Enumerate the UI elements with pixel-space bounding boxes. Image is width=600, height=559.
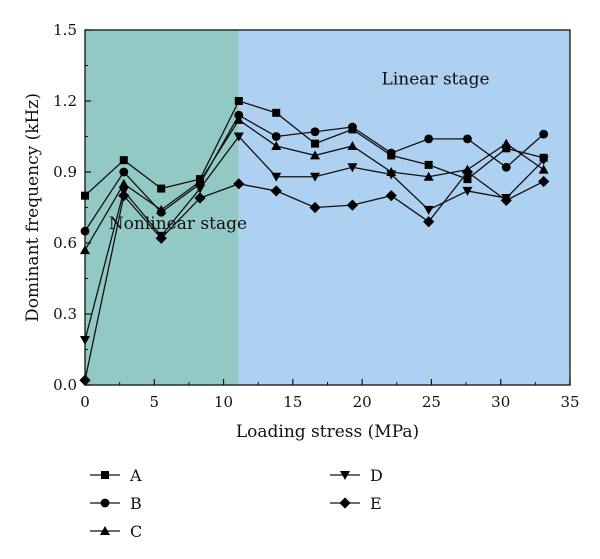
legend-marker-E xyxy=(339,497,351,509)
legend-item-B: B xyxy=(90,494,142,513)
x-tick-label: 25 xyxy=(422,393,441,411)
point-C xyxy=(195,176,206,186)
x-axis-title: Loading stress (MPa) xyxy=(236,422,419,442)
legend-item-A: A xyxy=(90,466,142,485)
point-E xyxy=(538,175,550,188)
y-axis-title: Dominant frequency (kHz) xyxy=(23,93,43,322)
point-D xyxy=(462,186,473,196)
legend-marker-A xyxy=(101,471,109,479)
x-tick-label: 35 xyxy=(560,393,579,411)
legend-marker-B xyxy=(100,498,110,508)
series-E xyxy=(79,166,550,386)
legend-item-C: C xyxy=(90,522,142,541)
point-A xyxy=(463,175,472,184)
point-E xyxy=(155,232,167,244)
point-B xyxy=(348,122,357,132)
y-tick-label: 0.3 xyxy=(53,305,77,323)
point-C xyxy=(118,178,129,188)
point-C xyxy=(347,140,358,150)
point-A xyxy=(81,191,89,200)
point-E xyxy=(118,190,130,202)
point-E xyxy=(346,199,359,211)
axis-ticks: 0 5 10 15 20 25 30 35 0.0 0.3 0.6 0.9 1.2 1.5 xyxy=(53,21,579,411)
point-B xyxy=(424,134,434,144)
point-C xyxy=(271,140,282,150)
stage-regions xyxy=(85,30,571,385)
point-E xyxy=(233,178,245,190)
x-tick-label: 0 xyxy=(80,393,90,411)
point-D xyxy=(423,205,434,215)
y-tick-label: 0.6 xyxy=(53,234,77,252)
legend-label-A: A xyxy=(129,466,142,485)
point-C xyxy=(538,164,549,174)
point-B xyxy=(271,132,281,141)
point-D xyxy=(271,172,282,182)
point-E xyxy=(423,216,435,228)
point-B xyxy=(80,226,90,236)
legend-item-D: D xyxy=(330,466,383,485)
point-E xyxy=(385,190,397,202)
point-C xyxy=(310,150,321,160)
y-tick-label: 0.9 xyxy=(53,163,77,181)
point-C xyxy=(80,245,90,255)
x-tick-label: 20 xyxy=(353,393,372,411)
legend-label-B: B xyxy=(130,494,142,513)
point-B xyxy=(463,134,472,144)
series-group xyxy=(79,97,550,386)
point-B xyxy=(119,167,129,177)
legend-label-D: D xyxy=(370,466,383,485)
y-tick-label: 0.0 xyxy=(53,376,77,394)
point-A xyxy=(234,97,243,105)
nonlinear-stage-label: Nonlinear stage xyxy=(109,214,247,234)
point-E xyxy=(194,192,206,204)
point-A xyxy=(157,184,166,193)
point-D xyxy=(386,170,397,180)
point-A xyxy=(311,139,320,148)
x-tick-label: 30 xyxy=(491,393,510,411)
point-B xyxy=(310,127,320,137)
point-C xyxy=(501,138,512,148)
legend-item-E: E xyxy=(330,494,382,513)
x-tick-label: 10 xyxy=(214,393,233,411)
point-C xyxy=(233,114,244,124)
legend-marker-D xyxy=(340,471,350,480)
point-E xyxy=(461,166,474,178)
legend-label-E: E xyxy=(370,494,382,513)
point-C xyxy=(423,171,434,181)
stage-region-1 xyxy=(238,30,571,385)
linear-stage-label: Linear stage xyxy=(382,69,490,89)
point-D xyxy=(195,184,206,194)
point-D xyxy=(310,172,321,182)
point-B xyxy=(501,162,511,172)
point-D xyxy=(233,132,244,142)
x-tick-label: 15 xyxy=(283,393,302,411)
point-D xyxy=(347,163,358,173)
point-B xyxy=(386,148,396,158)
legend-marker-C xyxy=(100,526,110,535)
x-tick-label: 5 xyxy=(150,393,160,411)
point-A xyxy=(119,156,128,165)
y-tick-label: 1.2 xyxy=(53,92,77,110)
legend-label-C: C xyxy=(130,522,142,541)
point-D xyxy=(538,156,549,166)
point-D xyxy=(80,336,90,346)
legend: ABC DE xyxy=(90,466,383,541)
point-E xyxy=(309,201,321,214)
point-C xyxy=(156,204,167,214)
point-A xyxy=(424,160,433,169)
point-E xyxy=(270,185,282,197)
point-A xyxy=(272,108,281,117)
point-B xyxy=(539,129,549,139)
y-tick-label: 1.5 xyxy=(53,21,77,39)
point-E xyxy=(500,194,512,206)
plot-area: 0 5 10 15 20 25 30 35 0.0 0.3 0.6 0.9 1.2 1.5 xyxy=(53,21,579,411)
point-E xyxy=(79,374,91,386)
point-A xyxy=(502,144,511,153)
